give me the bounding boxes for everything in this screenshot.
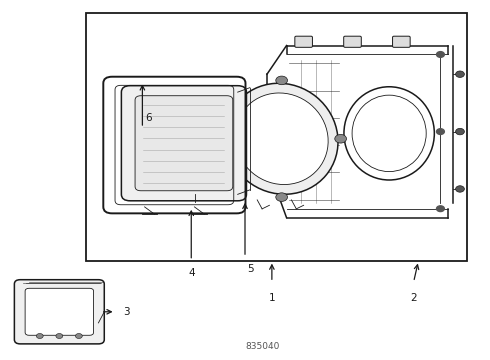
- Circle shape: [335, 134, 346, 143]
- Circle shape: [75, 333, 82, 338]
- FancyBboxPatch shape: [25, 288, 94, 335]
- Circle shape: [276, 76, 288, 85]
- FancyBboxPatch shape: [245, 121, 272, 153]
- FancyBboxPatch shape: [392, 36, 410, 47]
- Circle shape: [56, 333, 63, 338]
- FancyBboxPatch shape: [135, 96, 233, 191]
- Circle shape: [217, 134, 228, 143]
- FancyBboxPatch shape: [14, 280, 104, 344]
- Circle shape: [456, 129, 465, 135]
- Circle shape: [456, 71, 465, 77]
- Text: 5: 5: [247, 264, 254, 274]
- Text: 835040: 835040: [245, 342, 279, 351]
- Text: 1: 1: [269, 293, 275, 303]
- Ellipse shape: [352, 95, 426, 172]
- FancyBboxPatch shape: [295, 36, 313, 47]
- Text: 4: 4: [188, 268, 195, 278]
- Circle shape: [276, 193, 288, 202]
- Ellipse shape: [344, 87, 434, 180]
- Bar: [86, 13, 467, 261]
- Text: 6: 6: [145, 113, 151, 123]
- Text: 2: 2: [410, 293, 417, 303]
- Ellipse shape: [235, 93, 328, 185]
- FancyBboxPatch shape: [122, 86, 246, 201]
- Ellipse shape: [225, 83, 338, 194]
- FancyBboxPatch shape: [343, 36, 361, 47]
- Circle shape: [36, 333, 43, 338]
- Circle shape: [456, 186, 465, 192]
- Circle shape: [437, 206, 444, 212]
- Circle shape: [437, 129, 444, 134]
- Circle shape: [437, 51, 444, 57]
- Text: 3: 3: [123, 307, 129, 317]
